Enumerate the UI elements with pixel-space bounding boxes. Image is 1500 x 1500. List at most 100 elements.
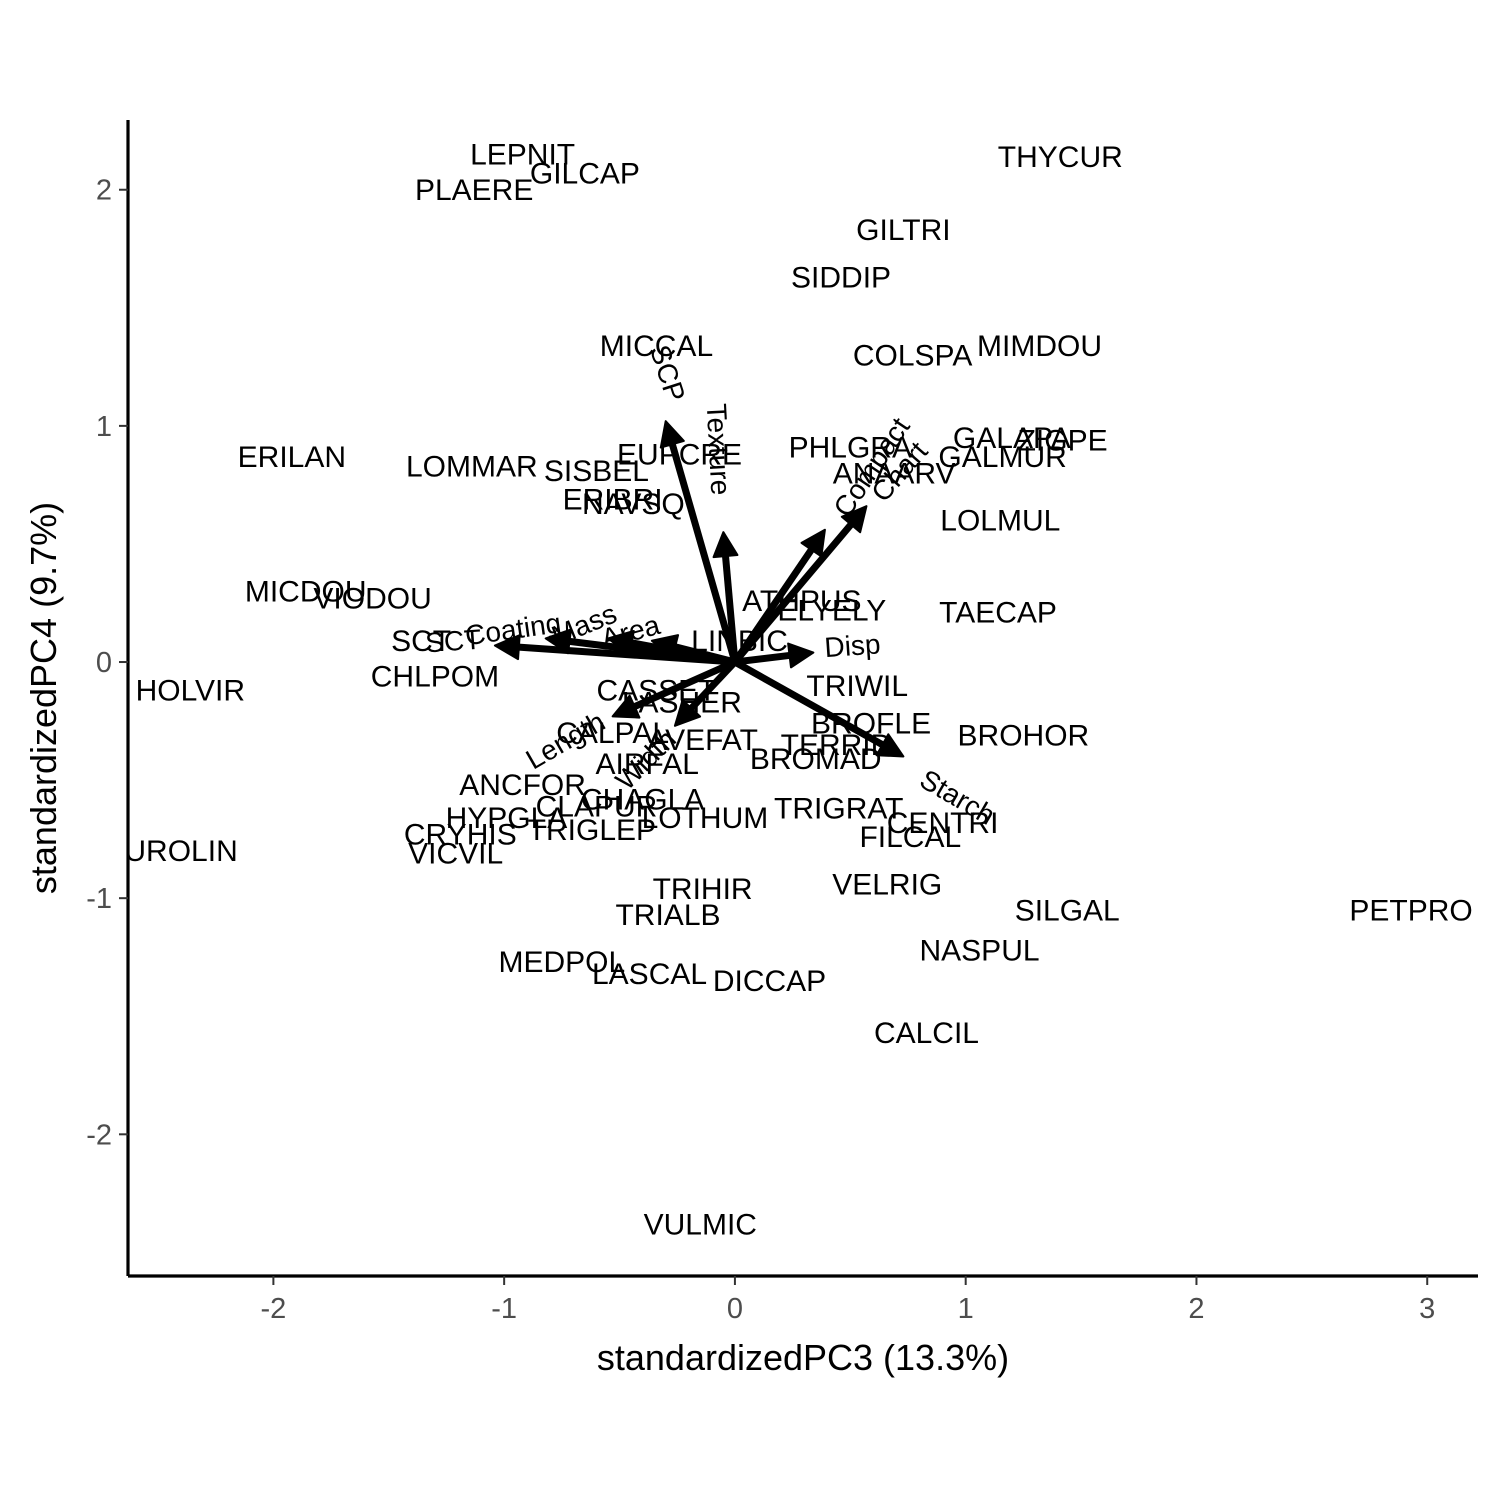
y-tick-label: -1	[86, 883, 112, 915]
species-label: CRYHIS	[404, 819, 517, 852]
species-label: MICCAL	[600, 330, 713, 363]
species-label: CENTRI	[887, 807, 999, 840]
species-label: BROFLE	[811, 708, 931, 741]
species-label: FILCAL	[859, 821, 961, 854]
trait-arrow	[721, 553, 739, 663]
trait-arrow-head	[840, 505, 868, 534]
species-label: HYPGLA	[446, 802, 568, 835]
species-label: CALCIL	[874, 1017, 979, 1050]
trait-arrow-head	[650, 634, 680, 660]
species-label: CHAGLA	[581, 783, 704, 816]
species-label: LEPNIT	[470, 139, 575, 172]
species-label: DICCAP	[713, 965, 826, 998]
trait-arrow-head	[875, 733, 905, 758]
trait-arrow	[631, 658, 737, 711]
species-label: LOLMUL	[940, 505, 1060, 538]
trait-arrow-head	[607, 630, 635, 656]
species-label: SILGAL	[1015, 894, 1120, 927]
trait-arrow-head	[787, 642, 815, 669]
species-label: AIRFAL	[596, 748, 699, 781]
y-tick-label: 2	[96, 175, 112, 207]
species-label: TERRID	[781, 729, 893, 762]
species-label: HOLVIR	[136, 675, 245, 708]
species-label: PETPRO	[1349, 894, 1472, 927]
species-label: LASHER	[622, 686, 742, 719]
species-label: CLAPUR	[536, 790, 658, 823]
trait-label: SCT	[424, 624, 482, 659]
species-label: BROMAD	[750, 743, 882, 776]
trait-arrow-head	[800, 528, 826, 558]
trait-arrow	[734, 651, 792, 666]
y-tick-label: 0	[96, 647, 112, 679]
x-tick-label: -1	[491, 1293, 517, 1325]
species-label: TAECAP	[939, 597, 1057, 630]
species-label: PLAERE	[415, 174, 533, 207]
species-label: ANCFOR	[459, 769, 586, 802]
species-label: SIDDIP	[791, 261, 891, 294]
species-label: THYCUR	[998, 141, 1123, 174]
species-label: TRIALB	[615, 899, 720, 932]
y-tick-label: 1	[96, 411, 112, 443]
species-label: BROHOR	[958, 720, 1090, 753]
species-label: ZIGPE	[1018, 424, 1108, 457]
trait-label: Coating	[463, 607, 563, 651]
species-label: CHLPOM	[371, 660, 499, 693]
trait-arrow-head	[493, 634, 521, 661]
species-label: VULMIC	[644, 1208, 757, 1241]
species-label: GILCAP	[530, 157, 640, 190]
x-axis-ticks: -2 -1 0 1 2 3	[260, 1276, 1435, 1325]
species-label: ELYELY	[777, 594, 886, 627]
species-label: PHLGRA	[789, 431, 912, 464]
species-label: VELRIG	[832, 868, 942, 901]
species-label: TRIGLEP	[528, 814, 656, 847]
species-label: UROLIN	[124, 835, 237, 868]
trait-arrow-head	[611, 694, 641, 719]
x-axis-title: standardizedPC3 (13.3%)	[597, 1337, 1009, 1378]
y-tick-label: -2	[86, 1119, 112, 1151]
species-label: MICDOU	[245, 575, 367, 608]
species-label: MIMDOU	[977, 330, 1102, 363]
trait-label: Disp	[823, 628, 881, 663]
species-label: CASSET	[596, 675, 716, 708]
species-label: ANAARV	[833, 457, 956, 490]
species-label: SCT	[391, 625, 451, 658]
trait-arrow	[732, 520, 855, 665]
y-axis-title: standardizedPC4 (9.7%)	[23, 502, 64, 894]
species-label: GALAPA	[953, 422, 1071, 455]
x-tick-label: -2	[260, 1293, 286, 1325]
species-label: TRIHIR	[653, 873, 753, 906]
trait-arrow-head	[712, 531, 739, 559]
axes: -2 -1 0 1 2 3 -2 -1 0 1 2 standardizedPC3 (13.3%)…	[23, 120, 1478, 1378]
x-tick-label: 3	[1419, 1293, 1435, 1325]
species-label: COLSPA	[853, 339, 973, 372]
species-label: SISBEL	[544, 455, 649, 488]
trait-arrow	[668, 441, 739, 663]
x-tick-label: 0	[727, 1293, 743, 1325]
species-label: TRIWIL	[806, 670, 908, 703]
species-label: EUPCRE	[617, 439, 742, 472]
species-label: LOTHUM	[642, 802, 769, 835]
species-label: GALMUR	[938, 441, 1066, 474]
trait-arrow	[687, 659, 738, 713]
trait-arrow-head	[544, 628, 572, 655]
x-tick-label: 1	[958, 1293, 974, 1325]
species-label: LASCAL	[592, 958, 707, 991]
species-label: VIODOU	[313, 583, 431, 616]
trait-label: Texture	[701, 403, 737, 496]
species-label: MEDPOL	[498, 946, 625, 979]
trait-arrow-head	[659, 420, 685, 449]
species-label: NAVSQ	[582, 488, 685, 521]
species-label: LOMMAR	[406, 450, 538, 483]
trait-arrow	[672, 642, 736, 666]
species-label: ERIBRI	[563, 483, 663, 516]
species-label: NASPUL	[920, 934, 1040, 967]
trait-arrows	[493, 420, 905, 758]
y-axis-ticks: -2 -1 0 1 2	[86, 175, 128, 1151]
x-tick-label: 2	[1188, 1293, 1204, 1325]
species-label: ERILAN	[238, 441, 346, 474]
species-label: VICVIL	[408, 838, 503, 871]
species-label: CALPAL	[556, 717, 669, 750]
